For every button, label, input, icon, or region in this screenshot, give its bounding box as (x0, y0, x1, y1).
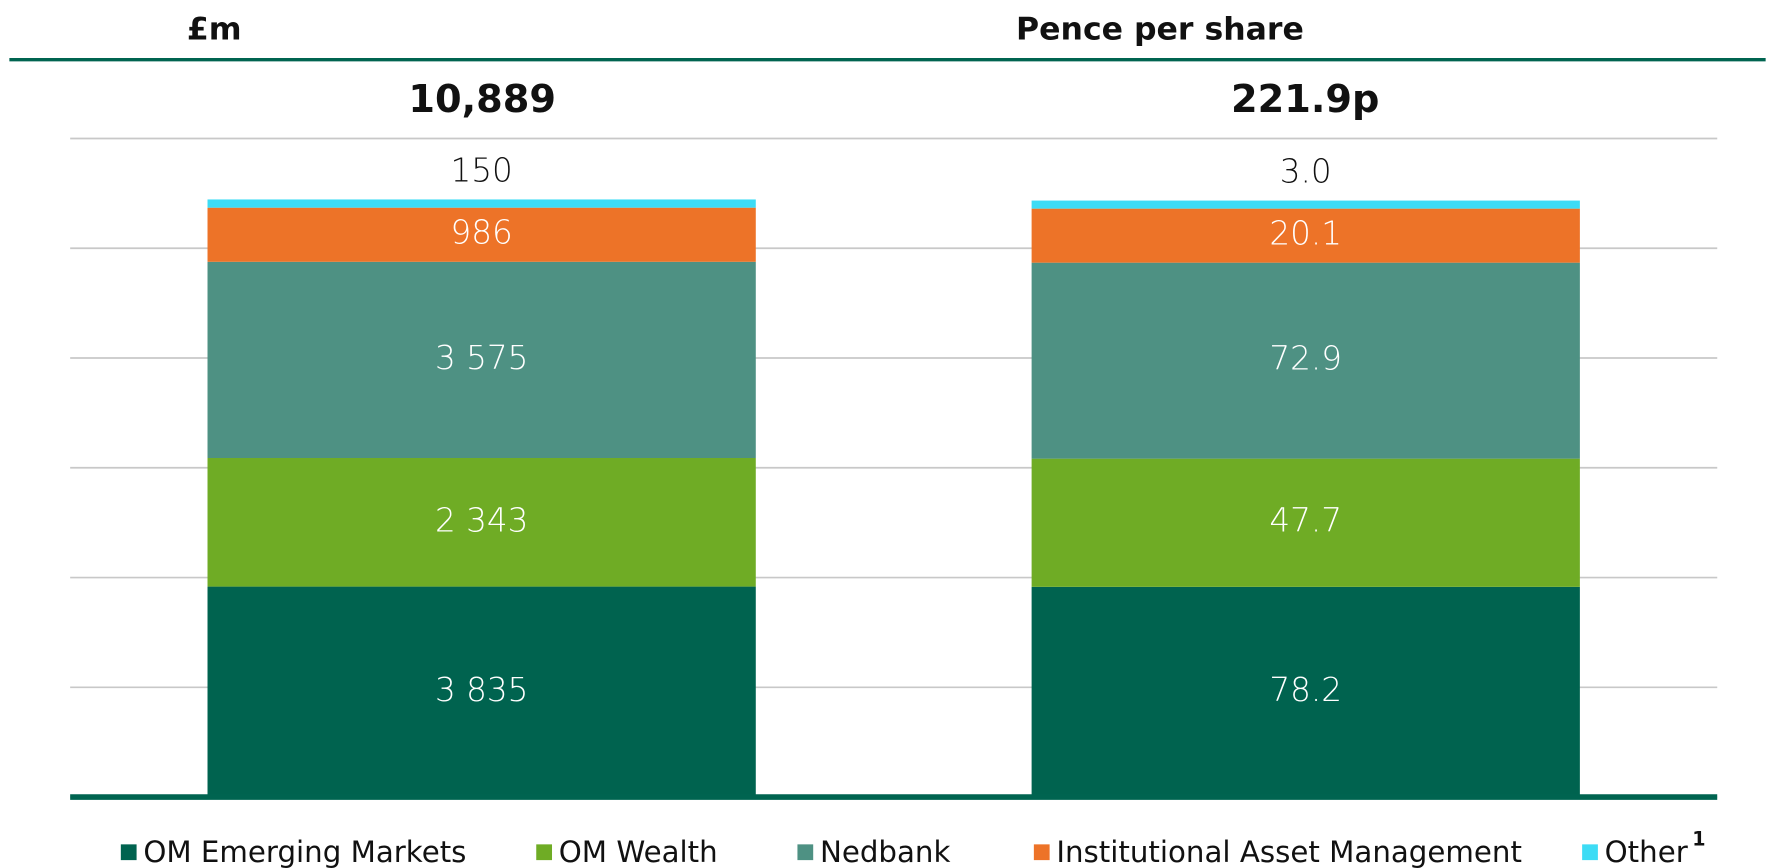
legend-swatch (536, 844, 553, 861)
value-label: 986 (451, 214, 513, 252)
legend-label: OM Emerging Markets (143, 835, 466, 868)
value-label: 3 575 (435, 339, 528, 377)
value-label: 150 (451, 151, 513, 189)
value-label: 3.0 (1280, 153, 1332, 191)
bar-segment (1031, 262, 1580, 459)
legend-swatch (1033, 844, 1050, 861)
total-label: 10,889 (408, 77, 556, 122)
legend-label: Nedbank (820, 835, 951, 868)
legend-label: Other (1605, 835, 1689, 868)
legend-label: Institutional Asset Management (1056, 835, 1522, 868)
value-label: 3 835 (435, 671, 528, 709)
footnote-mark: 1 (1692, 827, 1705, 850)
legend-swatch (1582, 844, 1598, 861)
value-label: 47.7 (1269, 502, 1342, 540)
value-label: 78.2 (1269, 671, 1342, 709)
legend-swatch (120, 844, 137, 861)
value-label: 2 343 (435, 501, 528, 539)
bar-segment (1031, 208, 1580, 263)
bar-segment (207, 458, 756, 587)
bars: 3 835 2 343 3 575 986 150 78.2 47.7 72.9 20.1 3.0 (207, 151, 1580, 798)
value-label: 72.9 (1269, 340, 1342, 378)
total-label: 221.9p (1231, 77, 1379, 122)
chart-title: £m (187, 11, 242, 47)
bar-segment (207, 207, 756, 262)
chart-title: Pence per share (1016, 11, 1304, 47)
bar-segment (207, 261, 756, 459)
bar-segment (207, 586, 756, 798)
bar-segment (1031, 200, 1580, 209)
bar-segment (1031, 586, 1580, 798)
bar-segment (1031, 458, 1580, 587)
bar-segment (207, 199, 756, 208)
legend-swatch (797, 844, 814, 861)
legend-label: OM Wealth (559, 835, 718, 868)
value-label: 20.1 (1269, 215, 1342, 253)
legend: OM Emerging Markets OM Wealth Nedbank Insti… (120, 827, 1706, 868)
